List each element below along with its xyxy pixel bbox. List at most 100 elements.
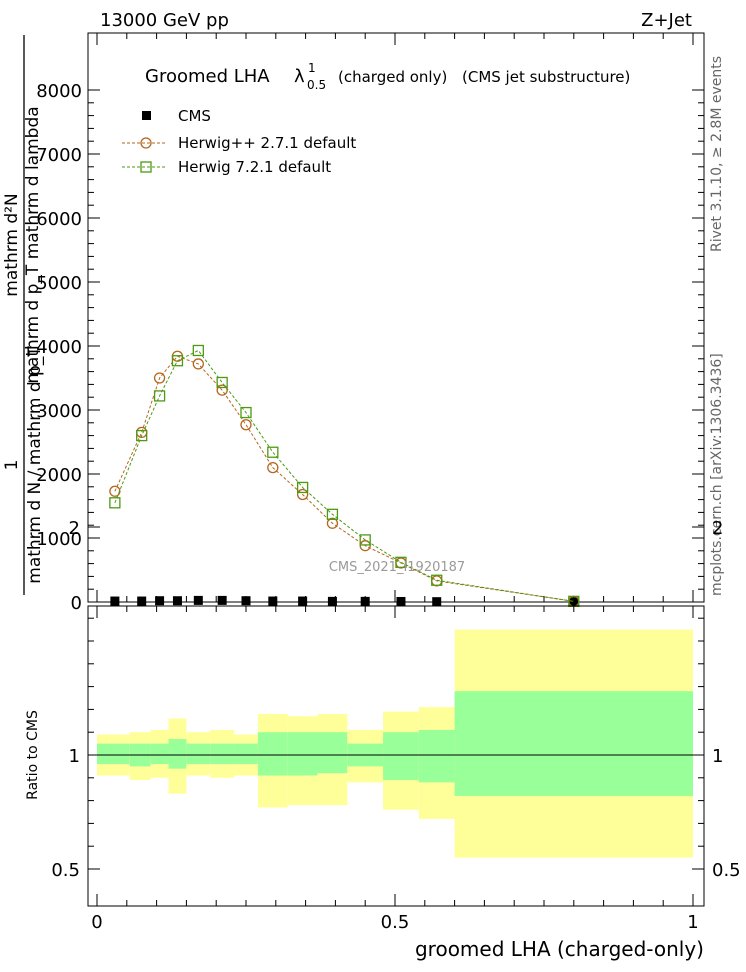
herwig7-point: [109, 497, 121, 509]
x-axis-label: groomed LHA (charged-only): [415, 937, 704, 961]
cms-data-point: [110, 596, 120, 606]
legend: CMS Herwig++ 2.7.1 default Herwig 7.2.1 …: [122, 107, 356, 176]
main-y-tick-label: 2000: [36, 465, 82, 486]
legend-label-cms: CMS: [178, 107, 211, 125]
main-y-axis-label: mathrm d²N mathrm d p_T mathrm d lambda …: [2, 35, 45, 595]
cms-data-point: [396, 596, 406, 606]
legend-marker-herwigpp: [140, 137, 152, 149]
plot-title-suffix: (CMS jet substructure): [462, 68, 630, 86]
plot-title-subscript: 0.5: [307, 78, 326, 92]
rivet-version-label: Rivet 3.1.10, ≥ 2.8M events: [709, 56, 725, 252]
herwig7-point: [267, 446, 279, 458]
legend-marker-cms: [142, 111, 151, 120]
cms-data-point: [155, 596, 165, 606]
legend-marker-herwig7: [140, 161, 152, 173]
herwig7-point: [431, 574, 443, 586]
x-tick-label: 1: [687, 912, 698, 933]
cms-data-point: [217, 595, 227, 605]
herwig7-point: [171, 355, 184, 367]
ratio-y-tick-label: 0.5: [51, 860, 80, 881]
main-panel: 0 1000 2000 3000 4000 5000 6000 7000 8000 mathrm…: [2, 32, 705, 614]
herwig7-point: [153, 390, 166, 402]
x-tick-label: 0: [91, 912, 102, 933]
ratio-inner-band-bin: [97, 743, 130, 765]
ratio-inner-band-bin: [317, 732, 348, 774]
cms-data-point: [193, 595, 203, 605]
main-y-tick-label: 4000: [36, 337, 82, 358]
ratio-inner-band-bin: [383, 732, 419, 781]
main-y-tick-label: 8000: [36, 81, 82, 102]
ratio-y-tick-label: 1: [69, 746, 80, 767]
plot-title: Groomed LHA λ 1 0.5 (charged only) (CMS …: [145, 61, 630, 92]
plot-title-symbol: λ: [294, 66, 305, 87]
plot-title-charged-only: (charged only): [338, 68, 447, 86]
cms-data-point: [241, 596, 251, 606]
herwigpp-point: [216, 384, 228, 396]
mcplots-credit-label: mcplots.cern.ch [arXiv:1306.3436]: [709, 353, 725, 596]
ratio-inner-band-bin: [287, 732, 318, 776]
main-y-tick-label: 3000: [36, 401, 82, 422]
cms-data-point: [298, 596, 308, 606]
herwigpp-point: [192, 358, 204, 370]
cms-data-point: [172, 596, 182, 606]
y-label-numerator: mathrm d²N: [2, 193, 22, 296]
main-y-tick-label: 7000: [36, 145, 82, 166]
herwig7-point: [296, 481, 309, 494]
main-y-tick-label: 6000: [36, 209, 82, 230]
cms-data-point: [137, 596, 147, 606]
herwigpp-point: [296, 488, 309, 501]
main-y-tick-label: 1000: [36, 529, 82, 550]
ratio-y-axis-label: Ratio to CMS: [25, 710, 41, 800]
ratio-panel-frame: [87, 605, 705, 907]
herwigpp-point: [326, 517, 339, 529]
ratio-y-tick-label-right: 0.5: [712, 860, 741, 881]
legend-entry-cms: CMS: [142, 107, 211, 125]
herwigpp-point: [240, 419, 252, 431]
ratio-y-tick-label: 2: [69, 518, 80, 539]
plot-title-superscript: 1: [308, 61, 316, 75]
y-label-denominator: mathrm d p_T mathrm d lambda: [23, 106, 43, 383]
ratio-inner-band-bin: [210, 743, 235, 765]
ratio-panel: 0.5 0.5 1 1 2 2 0 0.5 1 Ratio to CMS groomed LH…: [25, 518, 741, 961]
plot-title-main: Groomed LHA: [145, 66, 270, 87]
process-label: Z+Jet: [641, 10, 692, 31]
legend-label-herwigpp: Herwig++ 2.7.1 default: [178, 134, 356, 152]
legend-entry-herwig7: Herwig 7.2.1 default: [122, 158, 331, 176]
herwig7-point: [192, 344, 204, 357]
ratio-inner-band-bin: [150, 743, 169, 765]
herwigpp-point: [359, 540, 371, 552]
collision-energy-label: 13000 GeV pp: [100, 10, 229, 31]
cms-data-point: [569, 597, 579, 607]
cms-data-point: [360, 596, 370, 606]
y-label-norm: mathrm d N / mathrm d p_T: [25, 346, 45, 584]
cms-data-point: [327, 596, 337, 606]
ratio-inner-band-bin: [186, 743, 211, 765]
main-panel-frame: [87, 32, 705, 603]
herwig7-point: [216, 376, 228, 389]
ratio-inner-band-bin: [257, 732, 288, 776]
herwig7-point: [395, 556, 407, 568]
y-label-one: 1: [2, 460, 22, 471]
ratio-inner-band-bin: [168, 739, 187, 769]
x-tick-label: 0.5: [381, 912, 410, 933]
series-line-2: [114, 349, 574, 602]
cms-data-point: [268, 596, 278, 606]
analysis-watermark: CMS_2021_I1920187: [329, 560, 465, 575]
herwig7-point: [359, 534, 371, 546]
main-y-tick-label: 0: [71, 593, 82, 614]
cms-data-point: [432, 597, 442, 607]
herwigpp-point: [267, 461, 279, 474]
legend-entry-herwigpp: Herwig++ 2.7.1 default: [122, 134, 356, 152]
ratio-inner-band-bin: [454, 691, 693, 797]
ratio-y-tick-label-right: 2: [712, 518, 723, 539]
herwigpp-point: [153, 372, 166, 384]
herwig7-point: [136, 429, 148, 442]
herwig7-point: [240, 406, 252, 419]
herwig7-point: [326, 508, 339, 520]
ratio-y-tick-label-right: 1: [712, 746, 723, 767]
ratio-inner-band-bin: [418, 729, 455, 783]
legend-label-herwig7: Herwig 7.2.1 default: [178, 158, 331, 176]
ratio-inner-band-bin: [234, 743, 258, 765]
main-y-tick-label: 5000: [36, 273, 82, 294]
